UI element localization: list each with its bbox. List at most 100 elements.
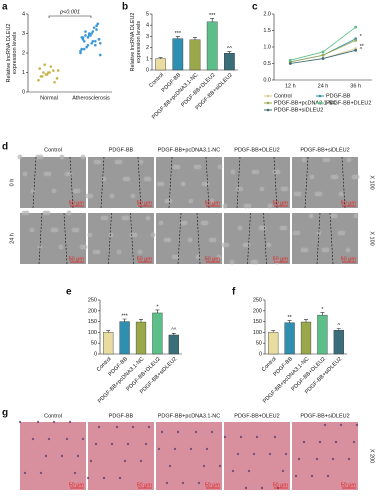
point	[354, 25, 358, 29]
cell	[79, 244, 85, 250]
panel-label: f	[232, 287, 236, 298]
cell	[243, 203, 249, 209]
cell	[351, 174, 357, 180]
scale-label: 50 μm	[341, 256, 357, 262]
cell	[205, 447, 209, 451]
scale-label: 50 μm	[69, 200, 85, 206]
bar	[189, 39, 201, 71]
cell	[138, 159, 144, 165]
data-point	[47, 71, 50, 74]
y-label-line: expression levels	[12, 32, 18, 74]
scale-label: 50 μm	[205, 482, 221, 488]
cell	[156, 181, 162, 187]
y-tick-label: 1	[146, 56, 149, 62]
cell	[102, 476, 106, 480]
cell	[259, 186, 265, 192]
cell	[36, 420, 40, 424]
data-point	[87, 34, 91, 37]
cell	[251, 169, 257, 175]
cell	[85, 193, 91, 199]
y-tick-label: 250	[88, 297, 97, 303]
cell	[250, 259, 256, 265]
cell	[255, 435, 259, 439]
cell	[201, 181, 207, 187]
cell	[68, 420, 72, 424]
cell	[157, 447, 161, 451]
cell	[30, 188, 36, 194]
cell	[80, 154, 86, 160]
cell	[210, 430, 214, 434]
error-bar	[122, 318, 127, 322]
data-point	[98, 53, 102, 57]
cell	[122, 176, 128, 182]
cell	[244, 486, 248, 490]
scale-label: 50 μm	[273, 256, 289, 262]
cell	[71, 227, 77, 233]
scale-label: 50 μm	[137, 256, 153, 262]
error-bar	[139, 319, 143, 323]
wound-edge	[63, 212, 68, 265]
point	[288, 58, 292, 62]
y-tick-label: 200	[253, 308, 262, 314]
bar	[135, 321, 147, 355]
cell	[352, 440, 356, 444]
significance-marker: ***	[121, 313, 128, 319]
cell	[72, 188, 78, 194]
wound-edge	[100, 156, 105, 209]
cell	[209, 198, 215, 204]
y-tick-label: 1.0	[263, 44, 271, 50]
cell	[316, 230, 322, 236]
cell	[331, 457, 335, 461]
cell	[200, 220, 206, 226]
y-tick-label: 200	[88, 308, 97, 314]
scale-label: 50 μm	[137, 482, 153, 488]
cell	[73, 471, 77, 475]
panel-label: g	[2, 408, 8, 419]
error-bar	[287, 320, 292, 323]
micrograph	[88, 213, 154, 264]
significance-marker: ***	[209, 13, 216, 19]
cell	[292, 230, 298, 236]
bar	[317, 314, 328, 355]
scale-label: 50 μm	[69, 256, 85, 262]
cell	[115, 425, 119, 429]
significance-marker: ^^	[171, 328, 177, 334]
point	[354, 48, 358, 52]
error-bar	[336, 328, 341, 331]
bar	[224, 53, 235, 71]
cell	[268, 452, 272, 456]
cell	[181, 481, 185, 485]
cell	[92, 249, 98, 255]
cell	[266, 242, 272, 248]
scale-label: 50 μm	[205, 200, 221, 206]
cell	[329, 213, 335, 219]
y-tick-label: 100	[253, 330, 262, 336]
cell	[47, 437, 51, 441]
y-tick-label: 1.5	[263, 28, 271, 34]
data-point	[95, 28, 98, 31]
cell	[110, 442, 114, 446]
cell	[42, 210, 48, 216]
cell	[267, 203, 273, 209]
cell	[21, 210, 27, 216]
cell	[131, 425, 135, 429]
cell	[294, 474, 298, 478]
row-label: 0 h	[9, 179, 15, 187]
bar	[172, 38, 184, 71]
column-label: PDGF-BB+DLEU2	[234, 147, 279, 153]
cell	[187, 237, 193, 243]
column-label: PDGF-BB+pcDNA3.1-NC	[158, 147, 221, 153]
cell	[221, 242, 227, 248]
cell	[44, 454, 48, 458]
y-tick-label: 250	[253, 297, 262, 303]
cell	[231, 469, 235, 473]
significance-marker: ^	[360, 47, 363, 53]
y-tick-label: 1	[22, 70, 25, 76]
data-point	[98, 41, 102, 45]
cell	[97, 425, 101, 429]
cell	[164, 198, 170, 204]
panel-label: d	[2, 142, 8, 153]
cell	[144, 442, 148, 446]
p-value: p<0.001	[59, 9, 80, 15]
y-tick-label: 0.0	[263, 77, 271, 83]
